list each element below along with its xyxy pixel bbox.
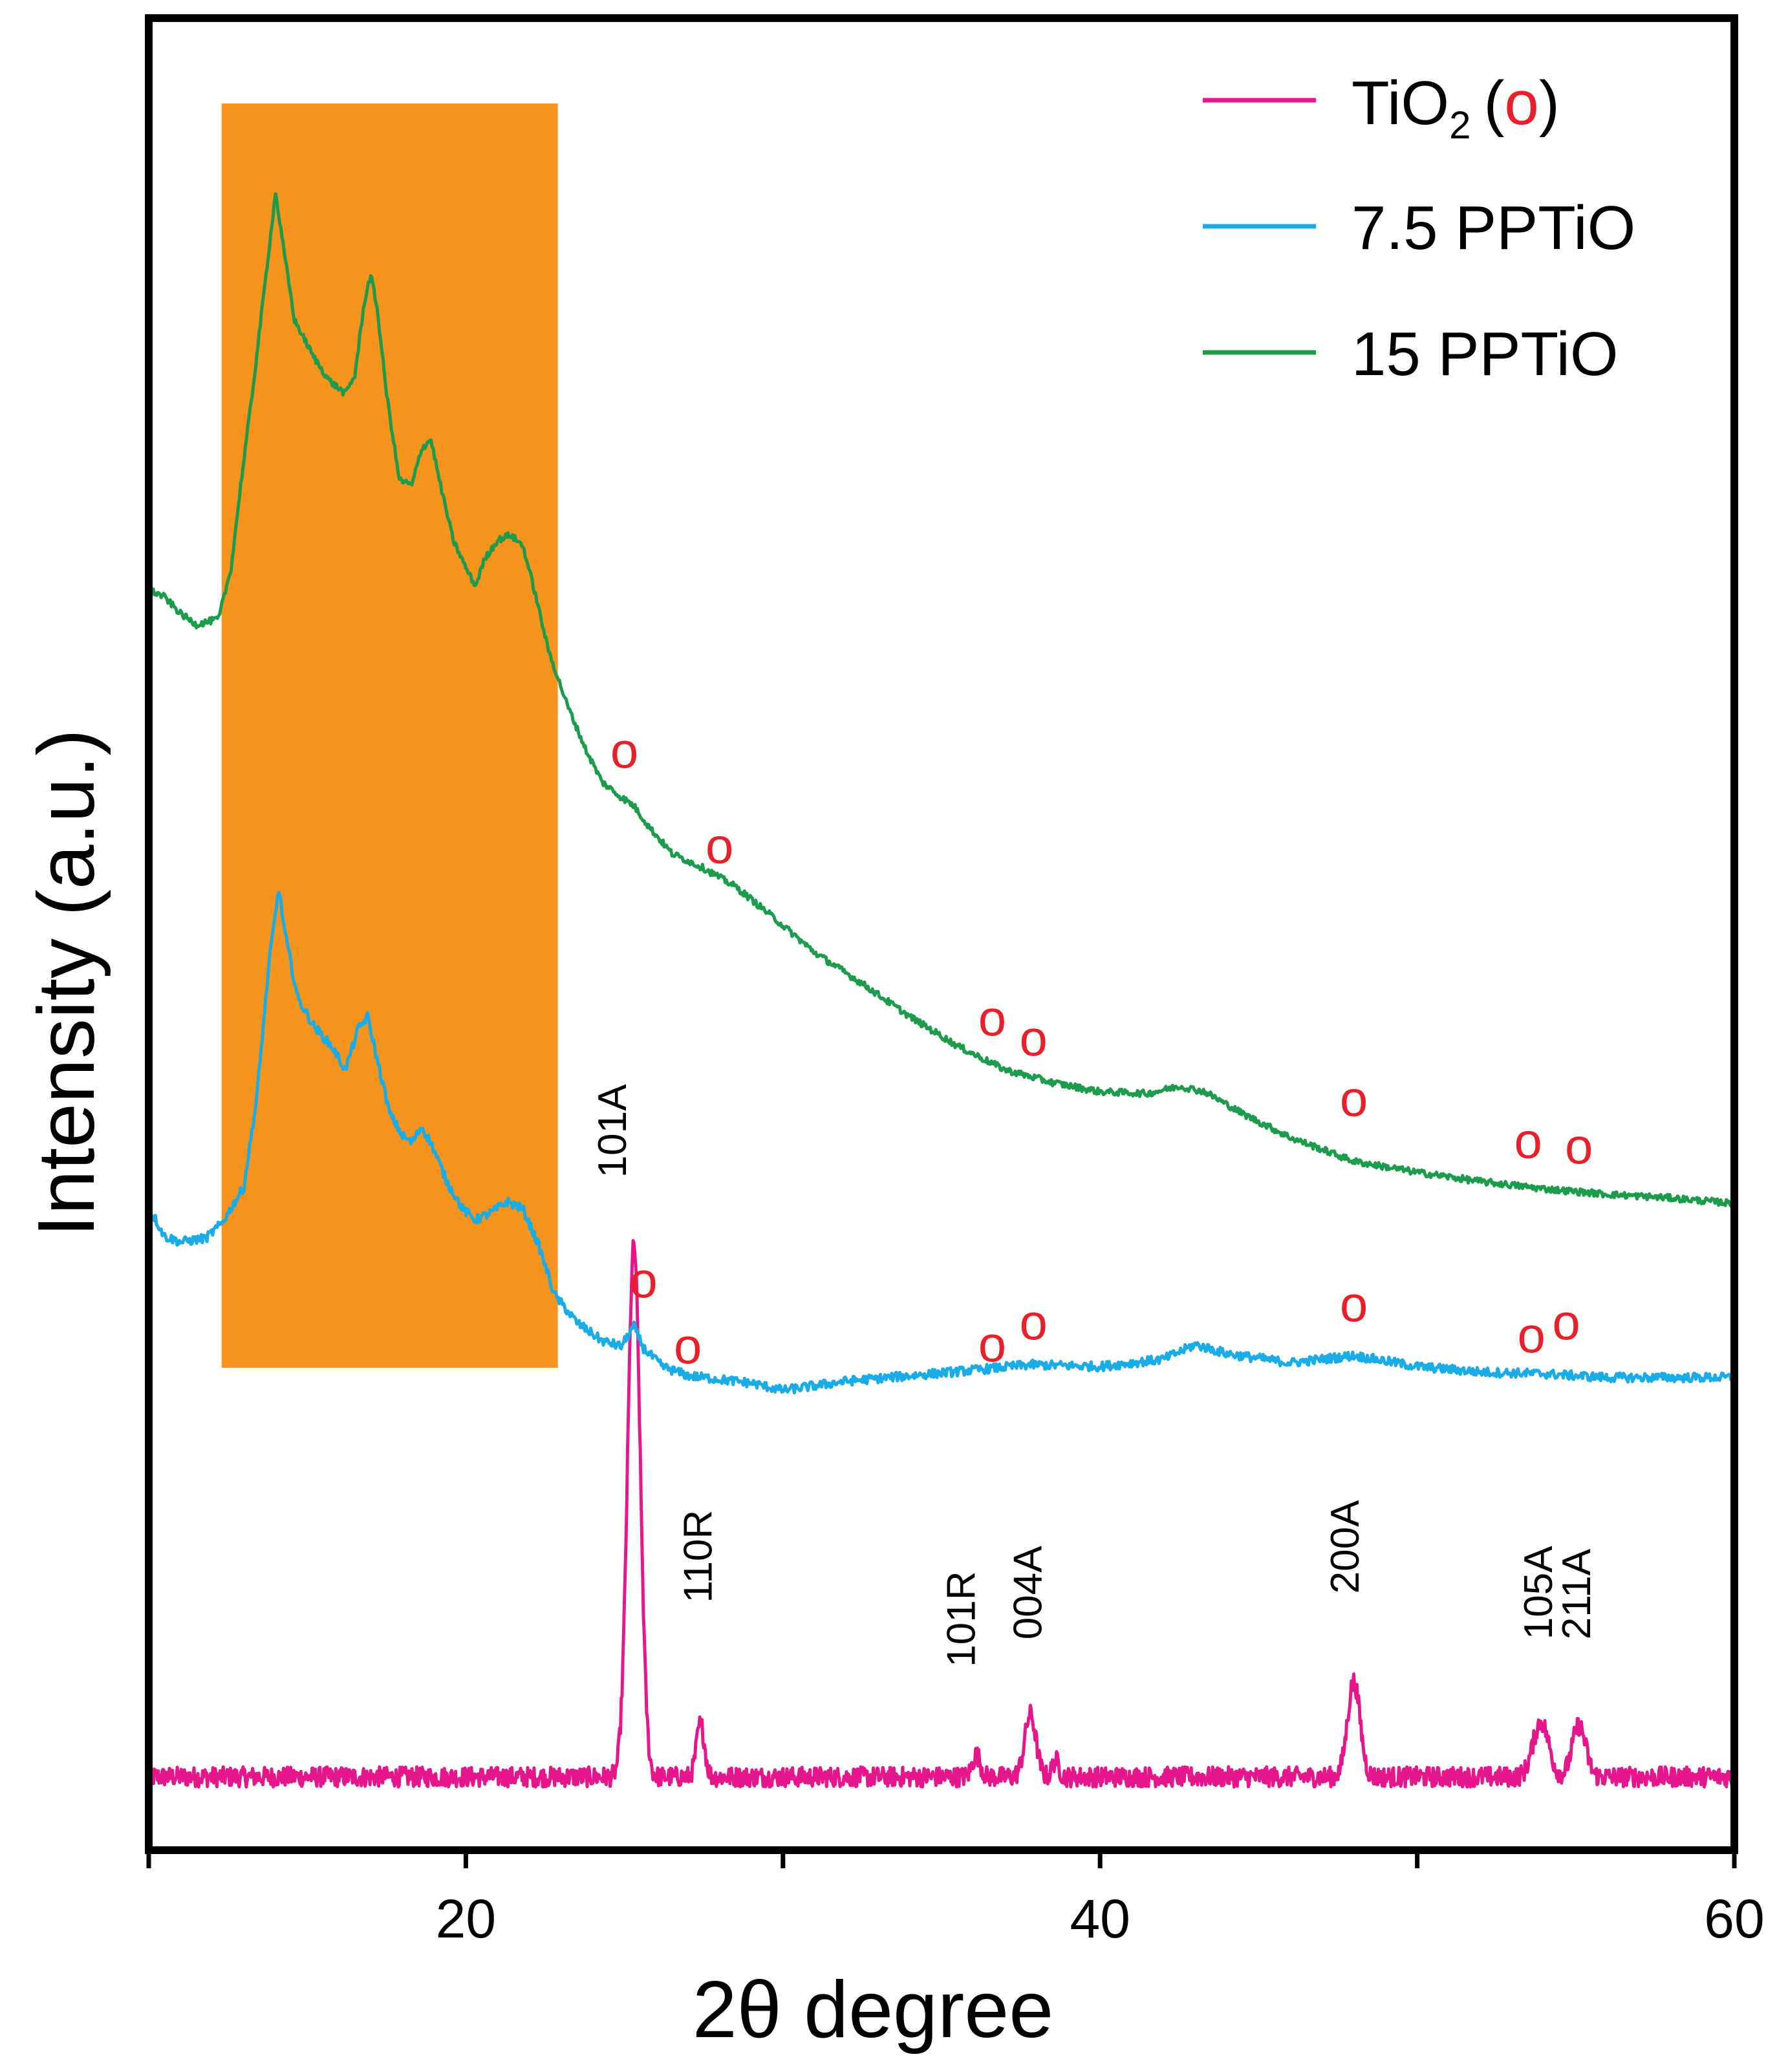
series-line-tio2 [147,1239,1736,1789]
y-axis-title: Intensity (a.u.) [22,729,111,1237]
peak-label: 110R [676,1510,720,1603]
phase-marker: o [1020,1009,1048,1066]
legend-label-pp75: 7.5 PPTiO [1352,193,1635,263]
markers-layer: ooo ooo ooo o o oo o [610,722,1593,1374]
peak-label: 105A [1516,1546,1561,1639]
series-layer [147,192,1736,1789]
phase-marker: o [1514,1112,1542,1169]
phase-marker: o [629,1251,657,1308]
highlight-region [221,103,558,1368]
phase-marker: o [706,817,733,874]
peak-label: 211A [1555,1548,1599,1639]
legend-tio2-marker: o [1504,69,1538,138]
peak-label: 200A [1323,1500,1368,1593]
phase-marker: o [1340,1070,1368,1127]
x-tick-label: 20 [436,1888,496,1949]
phase-marker: o [1552,1293,1580,1350]
phase-marker: o [1565,1117,1593,1174]
peak-label: 004A [1006,1546,1050,1639]
peak-label: 101R [939,1571,984,1667]
peak-label: 101A [590,1084,635,1178]
ticks-layer: 20 40 60 [146,1850,1765,1949]
legend-tio2-open: ( [1483,69,1504,138]
legend-tio2-sub: 2 [1449,103,1470,147]
phase-marker: o [610,722,638,779]
phase-marker: o [978,1315,1006,1372]
phase-marker: o [1517,1306,1545,1363]
phase-marker: o [1340,1275,1368,1332]
x-tick-label: 60 [1704,1888,1764,1949]
phase-marker: o [674,1317,702,1374]
legend-label-tio2: TiO2 (o) [1352,69,1560,147]
x-axis-title: 2θ degree [693,1965,1053,2055]
legend-tio2-close: ) [1539,69,1560,138]
legend: TiO2 (o) 7.5 PPTiO 15 PPTiO [1203,69,1635,389]
x-tick-label: 40 [1070,1888,1130,1949]
series-line-7-5-pptio [150,890,1736,1395]
legend-tio2-prefix: TiO [1352,69,1449,138]
plot-frame [145,14,1738,1854]
series-line-15-pptio [148,192,1735,1208]
phase-marker: o [1020,1293,1048,1350]
legend-label-pp15: 15 PPTiO [1352,319,1619,389]
phase-marker: o [978,989,1006,1046]
